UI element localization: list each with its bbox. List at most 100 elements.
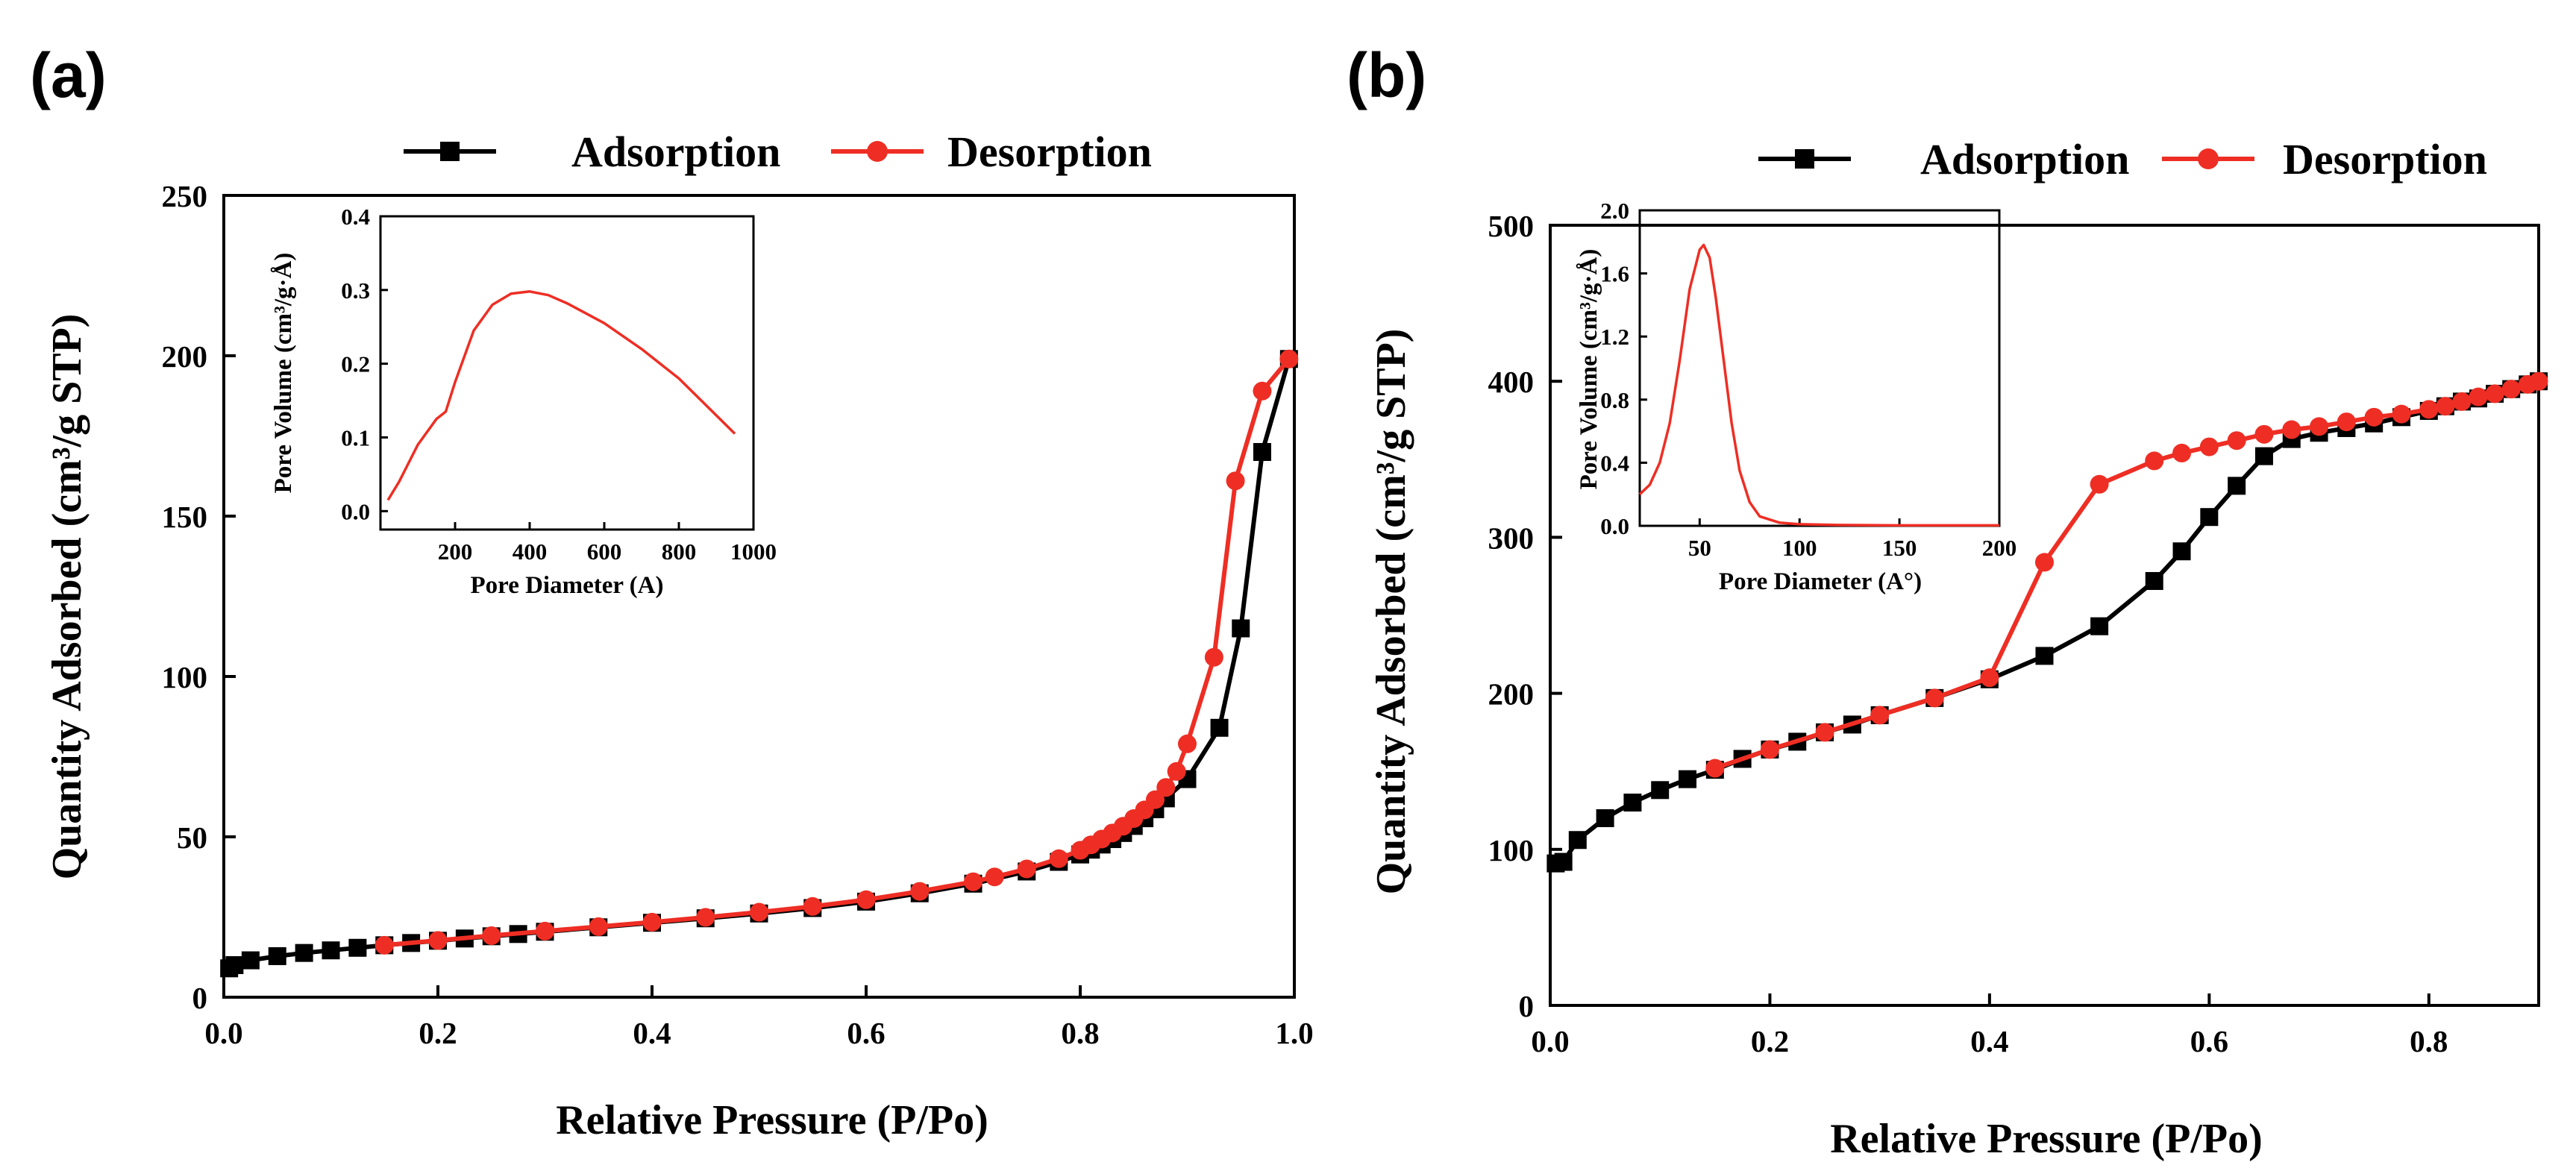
inset-x-tick-label: 600 bbox=[587, 539, 622, 565]
chart-panel-b: (b) 0.0 0.2 0.4 0.6 0.8 0 100 200 300 400 500 Relati… bbox=[1347, 40, 2548, 1162]
legend-desorption-marker bbox=[2198, 148, 2219, 169]
y-tick-label: 300 bbox=[1488, 521, 1535, 555]
desorption-point bbox=[2436, 397, 2455, 416]
x-tick-label: 0.8 bbox=[2410, 1024, 2448, 1058]
desorption-point bbox=[2337, 412, 2356, 432]
adsorption-point bbox=[295, 943, 313, 962]
y-axis-title: Quantity Adsorbed (cm³/g STP) bbox=[44, 314, 90, 880]
inset-y-tick-label: 0.2 bbox=[341, 351, 370, 377]
desorption-point bbox=[696, 908, 715, 927]
adsorption-point bbox=[2035, 647, 2054, 665]
desorption-point bbox=[536, 921, 554, 941]
desorption-point bbox=[1049, 849, 1068, 868]
y-tick-label: 400 bbox=[1488, 365, 1535, 399]
inset-x-tick-label: 400 bbox=[513, 539, 548, 565]
y-tick-label: 0 bbox=[1519, 989, 1535, 1023]
desorption-point bbox=[1705, 759, 1725, 778]
inset-y-tick-label: 2.0 bbox=[1600, 198, 1629, 224]
desorption-point bbox=[1178, 734, 1197, 753]
desorption-point bbox=[1156, 778, 1176, 797]
adsorption-point bbox=[225, 956, 244, 974]
x-tick-label: 0.0 bbox=[204, 1016, 242, 1050]
inset-frame bbox=[379, 215, 755, 531]
desorption-point bbox=[910, 882, 930, 901]
desorption-point bbox=[1980, 668, 1999, 688]
inset-x-tick-label: 800 bbox=[662, 539, 697, 565]
adsorption-point bbox=[241, 951, 260, 970]
x-tick-label: 0.6 bbox=[847, 1016, 885, 1050]
legend-desorption-label: Desorption bbox=[2283, 135, 2487, 183]
desorption-point bbox=[2199, 437, 2219, 456]
desorption-point bbox=[1815, 723, 1834, 742]
desorption-point bbox=[2364, 407, 2384, 427]
desorption-point bbox=[1279, 349, 1299, 368]
legend-adsorption-label: Adsorption bbox=[1920, 135, 2129, 183]
y-axis-title: Quantity Adsorbed (cm³/g STP) bbox=[1368, 329, 1414, 895]
legend-desorption-marker bbox=[867, 141, 888, 162]
inset-x-axis-title: Pore Diameter (A) bbox=[471, 572, 664, 599]
desorption-point bbox=[1145, 790, 1165, 809]
inset-y-axis-title: Pore Volume (cm³/g·Å) bbox=[270, 253, 297, 494]
inset-y-tick-label: 0.0 bbox=[341, 498, 370, 524]
desorption-point bbox=[750, 902, 768, 922]
inset-x-tick-label: 50 bbox=[1688, 535, 1711, 561]
desorption-point bbox=[2392, 404, 2411, 424]
x-tick-label: 1.0 bbox=[1275, 1016, 1313, 1050]
y-tick-label: 250 bbox=[162, 179, 208, 213]
desorption-point bbox=[2145, 451, 2164, 471]
y-tick-label: 500 bbox=[1488, 209, 1535, 243]
adsorption-point bbox=[1679, 770, 1697, 788]
desorption-point bbox=[1226, 471, 1245, 491]
desorption-series bbox=[1705, 371, 2548, 778]
desorption-point bbox=[1017, 859, 1036, 879]
inset-y-tick-label: 0.4 bbox=[1600, 450, 1629, 476]
desorption-point bbox=[428, 931, 448, 950]
y-tick-label: 100 bbox=[162, 660, 208, 694]
desorption-point bbox=[375, 935, 394, 955]
y-tick-label: 200 bbox=[162, 339, 208, 374]
y-tick-label: 0 bbox=[192, 981, 208, 1015]
inset-y-tick-label: 0.8 bbox=[1600, 387, 1629, 413]
adsorption-point bbox=[268, 946, 286, 965]
desorption-point bbox=[2227, 431, 2246, 450]
inset-chart: 200 400 600 800 1000 0.0 0.1 0.2 0.3 0.4 Pore Diam… bbox=[270, 204, 777, 599]
x-tick-label: 0.2 bbox=[419, 1016, 457, 1050]
plot-frame bbox=[1549, 224, 2540, 1007]
inset-y-tick-label: 1.6 bbox=[1600, 261, 1629, 287]
inset-y-tick-label: 0.1 bbox=[341, 424, 370, 450]
adsorption-point bbox=[1568, 831, 1587, 850]
desorption-point bbox=[985, 867, 1004, 887]
desorption-point bbox=[2485, 384, 2504, 404]
legend-adsorption-marker bbox=[1795, 149, 1814, 169]
desorption-point bbox=[2172, 443, 2192, 462]
desorption-point bbox=[803, 897, 822, 916]
x-tick-label: 0.4 bbox=[633, 1016, 671, 1050]
inset-x-tick-label: 150 bbox=[1882, 535, 1917, 561]
desorption-point bbox=[2090, 474, 2109, 494]
desorption-point bbox=[1204, 647, 1223, 667]
legend: Adsorption Desorption bbox=[1758, 135, 2487, 183]
legend-adsorption-marker bbox=[440, 142, 460, 161]
desorption-point bbox=[2452, 392, 2472, 411]
desorption-point bbox=[642, 912, 662, 932]
desorption-point bbox=[1760, 740, 1779, 759]
desorption-point bbox=[1870, 706, 1890, 725]
desorption-point bbox=[2035, 553, 2054, 572]
panel-label: (a) bbox=[30, 40, 107, 110]
y-tick-label: 200 bbox=[1488, 677, 1535, 712]
x-tick-label: 0.2 bbox=[1751, 1024, 1789, 1058]
inset-x-tick-label: 200 bbox=[438, 539, 473, 565]
legend-adsorption-label: Adsorption bbox=[571, 128, 780, 176]
x-axis-title: Relative Pressure (P/Po) bbox=[556, 1097, 988, 1143]
inset-x-axis-title: Pore Diameter (A°) bbox=[1719, 568, 1922, 595]
inset-pore-distribution-line bbox=[1638, 243, 1999, 527]
adsorption-point bbox=[2254, 447, 2273, 465]
desorption-point bbox=[2501, 380, 2521, 399]
adsorption-point bbox=[322, 941, 340, 960]
adsorption-point bbox=[1210, 718, 1229, 737]
desorption-point bbox=[856, 890, 876, 909]
x-tick-label: 0.4 bbox=[1970, 1024, 2008, 1058]
adsorption-point bbox=[2228, 477, 2246, 495]
